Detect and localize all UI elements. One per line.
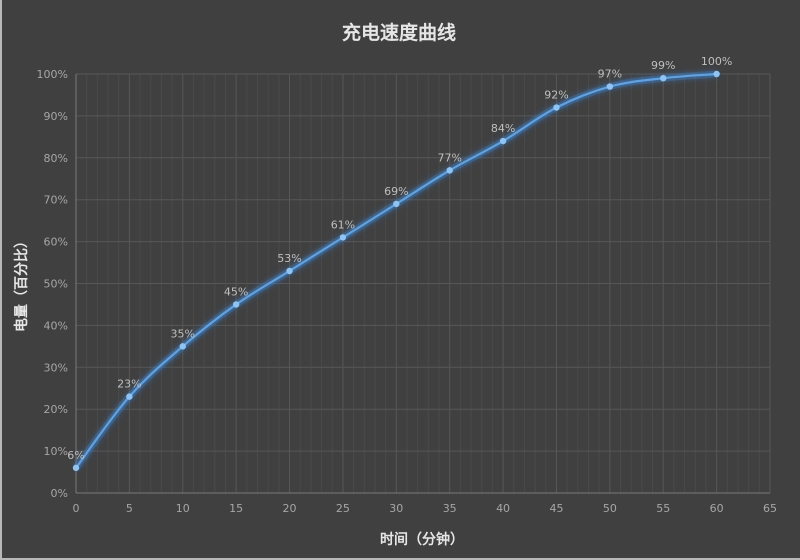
x-tick-label: 45 — [549, 502, 563, 515]
y-tick-label: 90% — [44, 110, 68, 123]
data-point-marker — [553, 104, 560, 111]
data-label: 35% — [171, 327, 195, 340]
data-label: 77% — [437, 151, 461, 164]
data-label: 99% — [651, 59, 675, 72]
y-tick-label: 50% — [44, 278, 68, 291]
data-point-marker — [660, 74, 667, 82]
data-label: 92% — [544, 89, 568, 102]
y-tick-label: 80% — [44, 152, 68, 165]
data-label: 6% — [67, 449, 84, 462]
data-point-marker — [339, 234, 347, 241]
x-tick-label: 10 — [176, 502, 190, 515]
data-point-marker — [499, 137, 507, 145]
x-tick-label: 35 — [443, 502, 457, 515]
data-label: 61% — [331, 218, 355, 231]
data-label: 100% — [701, 55, 732, 68]
y-tick-label: 40% — [44, 319, 68, 332]
data-label: 45% — [224, 285, 248, 298]
data-labels: 6% 23% 35% 45% 53% 61% 69% 77% 84% 92% 97% 99% 100% — [67, 55, 732, 462]
data-point-marker — [179, 343, 186, 350]
y-tick-label: 10% — [44, 445, 68, 458]
y-axis-title: 电量（百分比） — [13, 234, 30, 332]
y-tick-label: 70% — [44, 194, 68, 207]
data-point-marker — [126, 393, 133, 400]
data-point-marker — [286, 267, 293, 275]
x-tick-label: 60 — [710, 502, 724, 515]
data-label: 84% — [491, 122, 515, 135]
y-tick-label: 0% — [51, 487, 68, 500]
data-point-marker — [606, 83, 614, 90]
data-point-marker — [232, 301, 240, 308]
chart-title: 充电速度曲线 — [342, 21, 456, 44]
x-tick-label: 0 — [73, 502, 80, 515]
y-axis-ticks: 0% 10% 20% 30% 40% 50% 60% 70% 80% 90% 100% — [37, 68, 68, 500]
data-label: 53% — [277, 252, 301, 265]
gridlines — [75, 73, 771, 494]
x-tick-label: 15 — [229, 502, 243, 515]
data-point-marker — [72, 464, 80, 472]
x-tick-label: 65 — [763, 502, 777, 515]
x-axis-ticks: 0 5 10 15 20 25 30 35 40 45 50 55 60 65 — [73, 502, 778, 515]
data-point-marker — [393, 200, 400, 208]
data-label: 23% — [117, 378, 141, 391]
x-tick-label: 20 — [283, 502, 297, 515]
data-point-marker — [713, 70, 720, 78]
data-point-marker — [446, 167, 453, 174]
x-tick-label: 55 — [656, 502, 670, 515]
x-tick-label: 5 — [126, 502, 133, 515]
y-tick-label: 60% — [44, 236, 68, 249]
data-label: 97% — [598, 68, 622, 81]
data-label: 69% — [384, 185, 408, 198]
x-tick-label: 25 — [336, 502, 350, 515]
x-axis-title: 时间（分钟） — [380, 531, 464, 548]
y-tick-label: 100% — [37, 68, 68, 81]
x-tick-label: 40 — [496, 502, 510, 515]
y-tick-label: 30% — [44, 361, 68, 374]
y-tick-label: 20% — [44, 403, 68, 416]
series-line — [72, 70, 720, 472]
x-tick-label: 50 — [603, 502, 617, 515]
x-tick-label: 30 — [389, 502, 403, 515]
